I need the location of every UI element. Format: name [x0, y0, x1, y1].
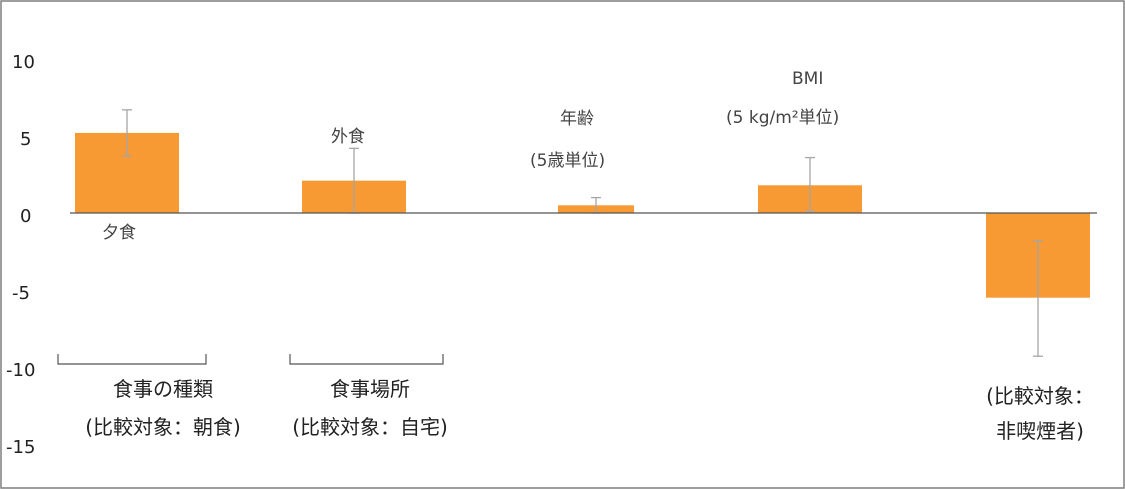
- bar-label-age-unit: (5歳単位): [530, 151, 605, 171]
- y-tick-label: -15: [6, 437, 35, 458]
- group-label-smoking-ref: (比較対象：: [986, 384, 1094, 408]
- bar-label-eating-out: 外食: [331, 127, 365, 147]
- bar-label-bmi-unit: (5 kg/m²単位): [726, 108, 839, 128]
- group-label-meal-place-ref: (比較対象：自宅): [292, 415, 448, 439]
- group-label-smoking-ref-2: 非喫煙者): [996, 419, 1084, 443]
- y-tick-label: 0: [20, 206, 31, 227]
- bar-label-dinner: 夕食: [102, 223, 136, 243]
- bar-label-age: 年齢: [560, 109, 594, 129]
- y-tick-label: 10: [12, 52, 35, 73]
- y-tick-label: -5: [12, 283, 30, 304]
- y-tick-label: -10: [6, 360, 35, 381]
- group-label-meal-type-ref: (比較対象：朝食): [85, 415, 241, 439]
- group-label-meal-type: 食事の種類: [113, 377, 213, 401]
- bar-label-bmi: BMI: [792, 69, 823, 89]
- y-tick-label: 5: [20, 129, 31, 150]
- group-label-meal-place: 食事場所: [330, 377, 410, 401]
